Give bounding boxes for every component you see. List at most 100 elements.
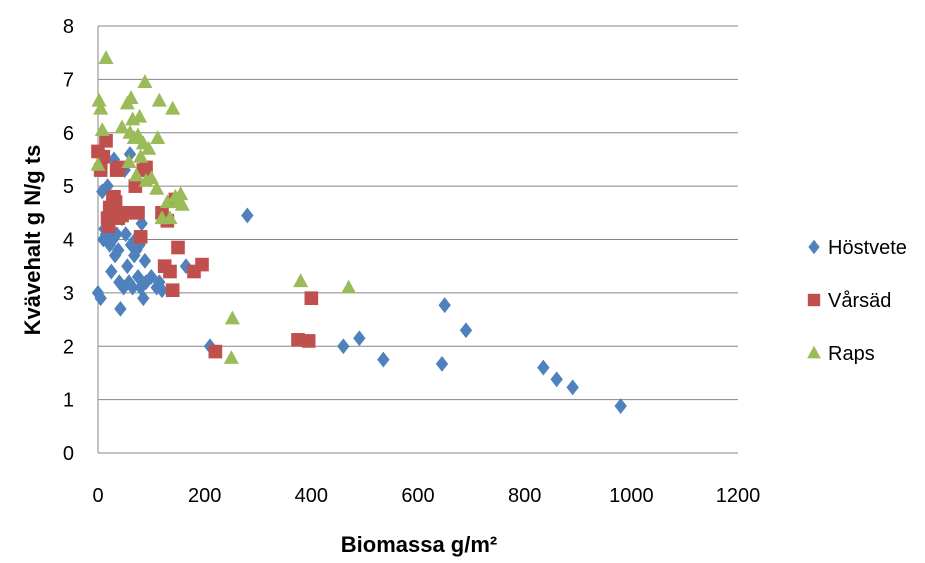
data-point-h-stvete [353, 330, 366, 347]
legend-marker-v-rs-d [807, 293, 821, 307]
y-tick-label: 5 [63, 176, 74, 198]
data-point-h-stvete [537, 359, 550, 376]
data-point-v-rs-d [163, 264, 177, 279]
data-point-h-stvete [179, 258, 193, 275]
data-point-v-rs-d [108, 195, 123, 209]
data-point-v-rs-d [128, 179, 143, 193]
data-point-raps [165, 100, 181, 115]
data-point-h-stvete [566, 379, 579, 396]
data-point-h-stvete [155, 282, 169, 299]
data-point-h-stvete [117, 279, 130, 296]
x-tick-label: 0 [92, 485, 103, 507]
data-point-raps [143, 170, 159, 185]
data-point-h-stvete [112, 242, 125, 259]
legend-label-raps: Raps [828, 343, 875, 365]
data-point-h-stvete [130, 242, 143, 259]
data-point-raps [141, 140, 157, 155]
data-point-v-rs-d [139, 160, 153, 175]
data-point-raps [293, 273, 309, 288]
y-tick-label: 4 [63, 230, 74, 252]
data-point-v-rs-d [171, 240, 185, 255]
data-point-raps [123, 90, 139, 104]
data-point-raps [174, 196, 190, 211]
data-point-v-rs-d [96, 149, 111, 164]
y-tick-label: 8 [63, 16, 74, 38]
data-point-h-stvete [108, 247, 122, 264]
data-point-raps [94, 122, 110, 137]
y-tick-label: 3 [63, 283, 74, 305]
legend: Höstvete Vårsäd Raps [807, 237, 907, 365]
data-point-v-rs-d [133, 230, 148, 244]
data-point-h-stvete [241, 207, 254, 224]
y-tick-label: 7 [63, 69, 74, 91]
data-point-v-rs-d [165, 283, 180, 298]
data-point-raps [130, 127, 146, 142]
x-tick-label: 1000 [609, 485, 654, 507]
data-point-h-stvete [94, 290, 107, 307]
data-point-h-stvete [131, 268, 145, 285]
y-tick-labels: 0 1 2 3 4 5 6 7 8 [63, 16, 74, 465]
data-point-raps [91, 92, 107, 107]
x-tick-label: 200 [188, 485, 221, 507]
data-point-v-rs-d [112, 160, 127, 175]
data-point-raps [121, 154, 137, 169]
data-point-raps [341, 279, 357, 294]
data-point-h-stvete [337, 338, 350, 355]
data-point-h-stvete [139, 274, 153, 291]
data-point-h-stvete [145, 268, 158, 285]
y-tick-label: 0 [63, 443, 74, 465]
data-point-h-stvete [438, 297, 451, 314]
data-point-h-stvete [138, 252, 152, 269]
data-point-h-stvete [114, 300, 127, 317]
data-point-raps [128, 167, 144, 182]
data-point-raps [133, 148, 149, 163]
y-tick-label: 6 [63, 123, 74, 145]
data-point-v-rs-d [117, 205, 132, 220]
data-point-v-rs-d [131, 205, 145, 220]
data-point-h-stvete [126, 279, 139, 296]
x-tick-label: 400 [295, 485, 328, 507]
data-point-h-stvete [459, 322, 473, 339]
data-point-raps [132, 108, 148, 123]
data-point-h-stvete [105, 263, 118, 280]
data-point-h-stvete [121, 258, 134, 275]
data-point-raps [149, 180, 165, 195]
data-point-h-stvete [377, 351, 390, 368]
data-point-h-stvete [119, 226, 132, 243]
y-tick-label: 1 [63, 390, 74, 412]
data-point-h-stvete [435, 355, 449, 372]
data-point-h-stvete [550, 371, 563, 388]
data-points [90, 50, 627, 414]
data-point-raps [162, 210, 178, 225]
data-point-h-stvete [91, 284, 105, 301]
legend-marker-raps [807, 345, 821, 359]
data-point-raps [151, 92, 167, 107]
data-point-v-rs-d [304, 291, 319, 306]
data-point-v-rs-d [301, 334, 316, 348]
y-tick-label: 2 [63, 336, 74, 358]
data-point-raps [93, 100, 109, 115]
legend-marker-h-stvete [808, 239, 820, 255]
data-point-v-rs-d [195, 257, 209, 272]
data-point-h-stvete [128, 247, 141, 264]
y-axis-title: Kvävehalt g N/g ts [20, 145, 45, 336]
x-tick-labels: 0 200 400 600 800 1000 1200 [92, 485, 760, 507]
data-point-v-rs-d [99, 133, 113, 148]
data-point-raps [150, 130, 166, 145]
data-point-raps [114, 119, 130, 134]
x-tick-label: 600 [401, 485, 434, 507]
data-point-raps [98, 50, 114, 64]
data-point-v-rs-d [291, 333, 305, 347]
data-point-h-stvete [135, 215, 148, 232]
data-point-raps [224, 310, 240, 325]
data-point-h-stvete [614, 398, 627, 414]
data-point-raps [159, 194, 175, 209]
x-axis-title: Biomassa g/m² [341, 532, 498, 557]
x-tick-label: 1200 [716, 485, 761, 507]
data-point-raps [223, 350, 239, 364]
data-point-raps [90, 156, 106, 171]
x-tick-label: 800 [508, 485, 541, 507]
data-point-v-rs-d [208, 344, 223, 359]
data-point-h-stvete [137, 290, 150, 307]
